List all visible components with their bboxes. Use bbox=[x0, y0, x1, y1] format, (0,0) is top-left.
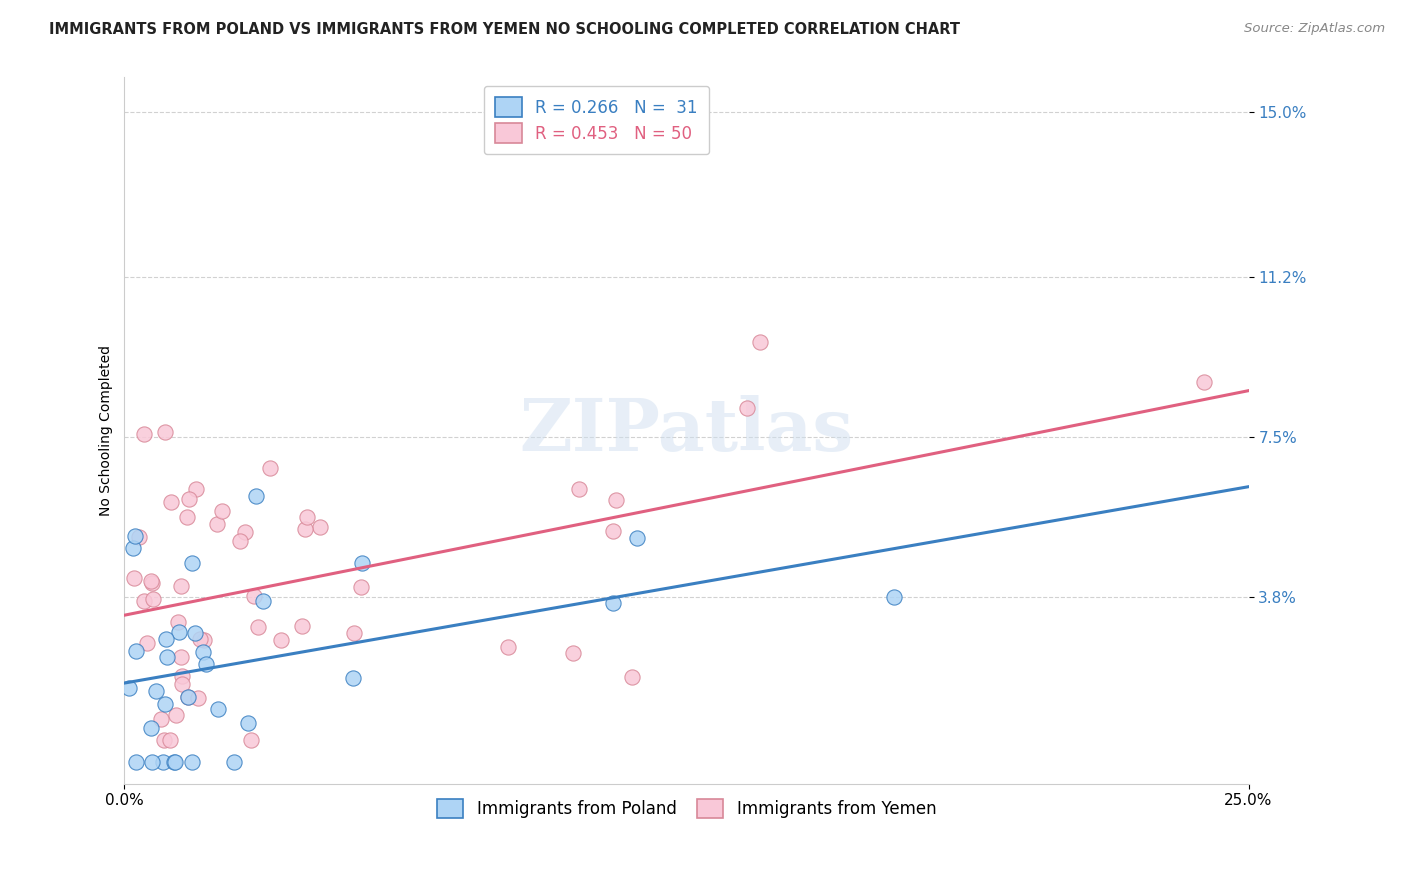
Point bbox=[193, 633, 215, 648]
Point bbox=[132, 593, 155, 607]
Point bbox=[153, 733, 176, 747]
Point bbox=[187, 691, 209, 706]
Point bbox=[128, 530, 150, 544]
Point bbox=[177, 492, 200, 507]
Point bbox=[181, 755, 204, 769]
Point bbox=[176, 510, 198, 524]
Point bbox=[735, 401, 758, 415]
Point bbox=[883, 590, 905, 604]
Point bbox=[172, 668, 194, 682]
Point bbox=[155, 632, 177, 646]
Point bbox=[121, 541, 143, 555]
Point bbox=[159, 733, 181, 747]
Point bbox=[136, 636, 159, 650]
Point bbox=[141, 574, 163, 588]
Point bbox=[568, 482, 591, 496]
Point bbox=[125, 644, 148, 658]
Point bbox=[141, 576, 163, 591]
Point bbox=[243, 589, 266, 603]
Point bbox=[749, 335, 772, 350]
Point bbox=[270, 632, 292, 647]
Point bbox=[122, 571, 145, 585]
Point bbox=[240, 733, 263, 747]
Point bbox=[177, 690, 200, 704]
Point bbox=[141, 755, 163, 769]
Point bbox=[224, 755, 246, 769]
Point bbox=[602, 596, 624, 610]
Point bbox=[170, 677, 193, 691]
Point bbox=[295, 510, 318, 524]
Point bbox=[191, 644, 214, 658]
Text: Source: ZipAtlas.com: Source: ZipAtlas.com bbox=[1244, 22, 1385, 36]
Point bbox=[125, 755, 148, 769]
Point bbox=[145, 684, 167, 698]
Point bbox=[156, 650, 179, 665]
Point bbox=[294, 522, 316, 536]
Point bbox=[188, 632, 211, 647]
Point bbox=[132, 427, 155, 442]
Point bbox=[342, 671, 364, 685]
Point bbox=[186, 482, 208, 496]
Point bbox=[343, 626, 366, 640]
Point bbox=[1192, 375, 1215, 389]
Legend: Immigrants from Poland, Immigrants from Yemen: Immigrants from Poland, Immigrants from … bbox=[430, 792, 943, 825]
Point bbox=[252, 594, 274, 608]
Point bbox=[149, 712, 172, 726]
Point bbox=[169, 625, 191, 640]
Point bbox=[124, 529, 146, 543]
Point bbox=[496, 640, 519, 654]
Text: IMMIGRANTS FROM POLAND VS IMMIGRANTS FROM YEMEN NO SCHOOLING COMPLETED CORRELATI: IMMIGRANTS FROM POLAND VS IMMIGRANTS FRO… bbox=[49, 22, 960, 37]
Point bbox=[139, 721, 162, 735]
Point bbox=[602, 524, 624, 538]
Point bbox=[245, 489, 267, 503]
Point bbox=[207, 702, 229, 716]
Point bbox=[626, 531, 648, 545]
Point bbox=[205, 517, 228, 532]
Point bbox=[163, 755, 186, 769]
Point bbox=[152, 755, 174, 769]
Point bbox=[229, 533, 252, 548]
Point bbox=[170, 579, 193, 593]
Point bbox=[246, 619, 269, 633]
Point bbox=[259, 461, 281, 475]
Point bbox=[180, 556, 202, 570]
Point bbox=[155, 697, 177, 711]
Point bbox=[160, 495, 183, 509]
Point bbox=[236, 715, 259, 730]
Point bbox=[309, 520, 332, 534]
Point bbox=[165, 707, 187, 722]
Point bbox=[233, 524, 256, 539]
Point bbox=[194, 657, 217, 671]
Y-axis label: No Schooling Completed: No Schooling Completed bbox=[100, 345, 114, 516]
Point bbox=[620, 671, 643, 685]
Text: ZIPatlas: ZIPatlas bbox=[519, 395, 853, 467]
Point bbox=[605, 492, 627, 507]
Point bbox=[177, 690, 200, 704]
Point bbox=[352, 556, 374, 570]
Point bbox=[155, 425, 177, 440]
Point bbox=[291, 618, 314, 632]
Point bbox=[350, 580, 373, 594]
Point bbox=[118, 681, 141, 695]
Point bbox=[211, 504, 233, 518]
Point bbox=[167, 615, 190, 629]
Point bbox=[183, 625, 205, 640]
Point bbox=[163, 755, 186, 769]
Point bbox=[142, 592, 165, 607]
Point bbox=[170, 649, 193, 664]
Point bbox=[561, 646, 583, 660]
